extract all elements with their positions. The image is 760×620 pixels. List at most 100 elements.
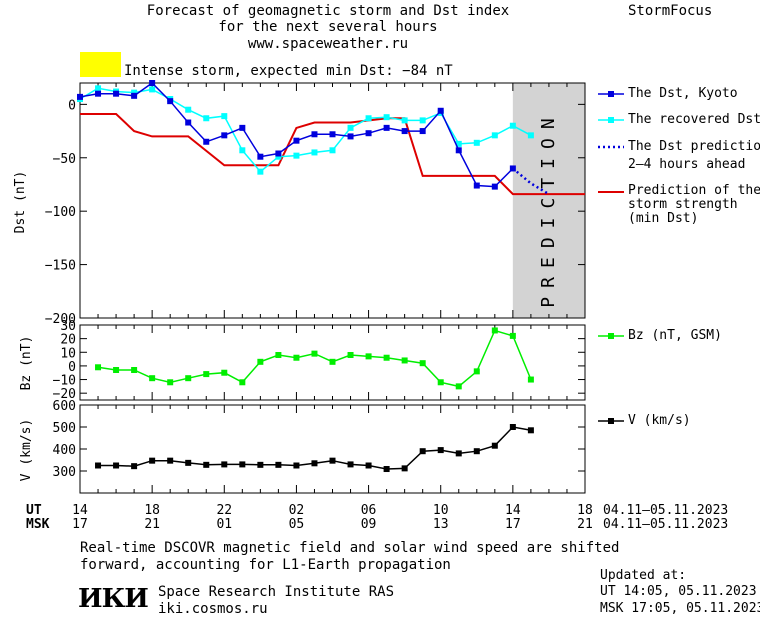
bz-point — [239, 379, 246, 386]
bz-point — [455, 383, 462, 390]
ut-tick-label: 18 — [144, 503, 160, 518]
dst-kyoto-point — [491, 183, 498, 190]
recovered-dst-point — [293, 152, 300, 159]
solar-wind-speed-point — [95, 462, 102, 469]
propagation-note-2: forward, accounting for L1-Earth propaga… — [80, 557, 451, 573]
recovered-dst-point — [257, 168, 264, 175]
msk-tick-label: 01 — [216, 517, 232, 532]
recovered-dst-point — [203, 115, 210, 122]
recovered-dst-point — [185, 106, 192, 113]
msk-date-range: 04.11–05.11.2023 — [603, 517, 729, 532]
msk-tick-label: 21 — [577, 517, 593, 532]
dst-kyoto-point — [437, 107, 444, 114]
recovered-dst-point — [311, 149, 318, 156]
institute-name: Space Research Institute RAS — [158, 584, 395, 600]
solar-wind-speed-point — [329, 457, 336, 464]
dst-kyoto-point — [293, 137, 300, 144]
solar-wind-speed-point — [167, 457, 174, 464]
bz-point — [95, 364, 102, 371]
legend-dst-prediction-2: 2–4 hours ahead — [628, 157, 746, 172]
bz-line — [97, 329, 532, 388]
recovered-dst-point — [365, 115, 372, 122]
dst-kyoto-point — [383, 124, 390, 131]
solar-wind-speed-point — [527, 427, 534, 434]
legend-mark-bz-square — [608, 333, 614, 339]
solar-wind-speed-point — [257, 461, 264, 468]
dst-kyoto-point — [275, 150, 282, 157]
brand-name: StormFocus — [628, 3, 713, 19]
panel-frame — [79, 82, 586, 319]
recovered-dst-point — [221, 113, 228, 120]
storm-alert-text: Intense storm, expected min Dst: −84 nT — [124, 63, 453, 79]
y-tick-label: −200 — [45, 312, 76, 327]
bz-point — [491, 327, 498, 334]
bz-point — [185, 375, 192, 382]
msk-tick-label: 13 — [433, 517, 449, 532]
chart-subtitle: for the next several hours — [218, 19, 438, 35]
recovered-dst-point — [455, 140, 462, 147]
msk-axis-label: MSK — [26, 517, 50, 532]
ut-tick-label: 22 — [216, 503, 232, 518]
y-tick-label: −150 — [45, 259, 76, 274]
recovered-dst-point — [491, 132, 498, 139]
bz-point — [221, 369, 228, 376]
y-tick-label: −100 — [45, 205, 76, 220]
legend-dst-prediction: The Dst prediction — [628, 139, 760, 154]
solar-wind-speed-point — [365, 462, 372, 469]
legend-bz: Bz (nT, GSM) — [628, 328, 722, 343]
ut-tick-label: 18 — [577, 503, 593, 518]
bz-point — [275, 352, 282, 358]
legend-storm-strength-3: (min Dst) — [628, 211, 699, 226]
legend-v: V (km/s) — [628, 413, 691, 428]
solar-wind-speed-point — [491, 442, 498, 449]
legend-storm-strength: Prediction of the — [628, 183, 760, 198]
dst-kyoto-point — [455, 147, 462, 154]
bz-point — [347, 352, 354, 358]
bz-point — [131, 367, 138, 373]
site-url[interactable]: www.spaceweather.ru — [247, 36, 409, 52]
ut-tick-label: 02 — [289, 503, 305, 518]
solar-wind-speed-point — [113, 462, 120, 469]
solar-wind-speed-point — [239, 461, 246, 468]
dst-axis-title: Dst (nT) — [13, 171, 28, 234]
y-tick-label: 300 — [53, 465, 76, 480]
bz-point — [329, 358, 336, 365]
solar-wind-speed-point — [149, 457, 156, 464]
dst-kyoto-point — [239, 124, 246, 131]
dst-kyoto-point — [509, 165, 516, 172]
dst-kyoto-point — [257, 153, 264, 160]
dst-kyoto-point — [95, 90, 102, 97]
solar-wind-speed-point — [131, 463, 138, 470]
dst-kyoto-point — [185, 119, 192, 126]
ut-tick-label: 10 — [433, 503, 449, 518]
ut-axis-label: UT — [26, 503, 42, 518]
dst-kyoto-point — [221, 132, 228, 139]
solar-wind-speed-point — [203, 461, 210, 468]
bz-point — [473, 368, 480, 375]
recovered-dst-point — [473, 139, 480, 146]
chart-title: Forecast of geomagnetic storm and Dst in… — [146, 3, 510, 19]
bz-point — [257, 358, 264, 365]
propagation-note: Real-time DSCOVR magnetic field and sola… — [80, 540, 620, 556]
recovered-dst-point — [383, 114, 390, 121]
solar-wind-speed-point — [293, 462, 300, 469]
y-tick-label: 20 — [60, 333, 76, 348]
recovered-dst-point — [275, 153, 282, 160]
bz-point — [401, 357, 408, 364]
institute-site[interactable]: iki.cosmos.ru — [158, 601, 268, 617]
legend-mark-recovered-square — [608, 117, 614, 123]
bz-point — [149, 375, 156, 382]
msk-tick-label: 05 — [289, 517, 305, 532]
solar-wind-speed-point — [383, 466, 390, 473]
bz-point — [437, 379, 444, 386]
panel-frame — [79, 404, 586, 494]
recovered-dst-point — [329, 147, 336, 154]
recovered-dst-point — [131, 89, 138, 96]
bz-axis-title: Bz (nT) — [19, 336, 34, 391]
updated-ut: UT 14:05, 05.11.2023 — [600, 584, 757, 599]
solar-wind-speed-point — [275, 461, 282, 468]
msk-tick-label: 21 — [144, 517, 160, 532]
dst-kyoto-point — [329, 131, 336, 138]
solar-wind-speed-point — [437, 447, 444, 454]
